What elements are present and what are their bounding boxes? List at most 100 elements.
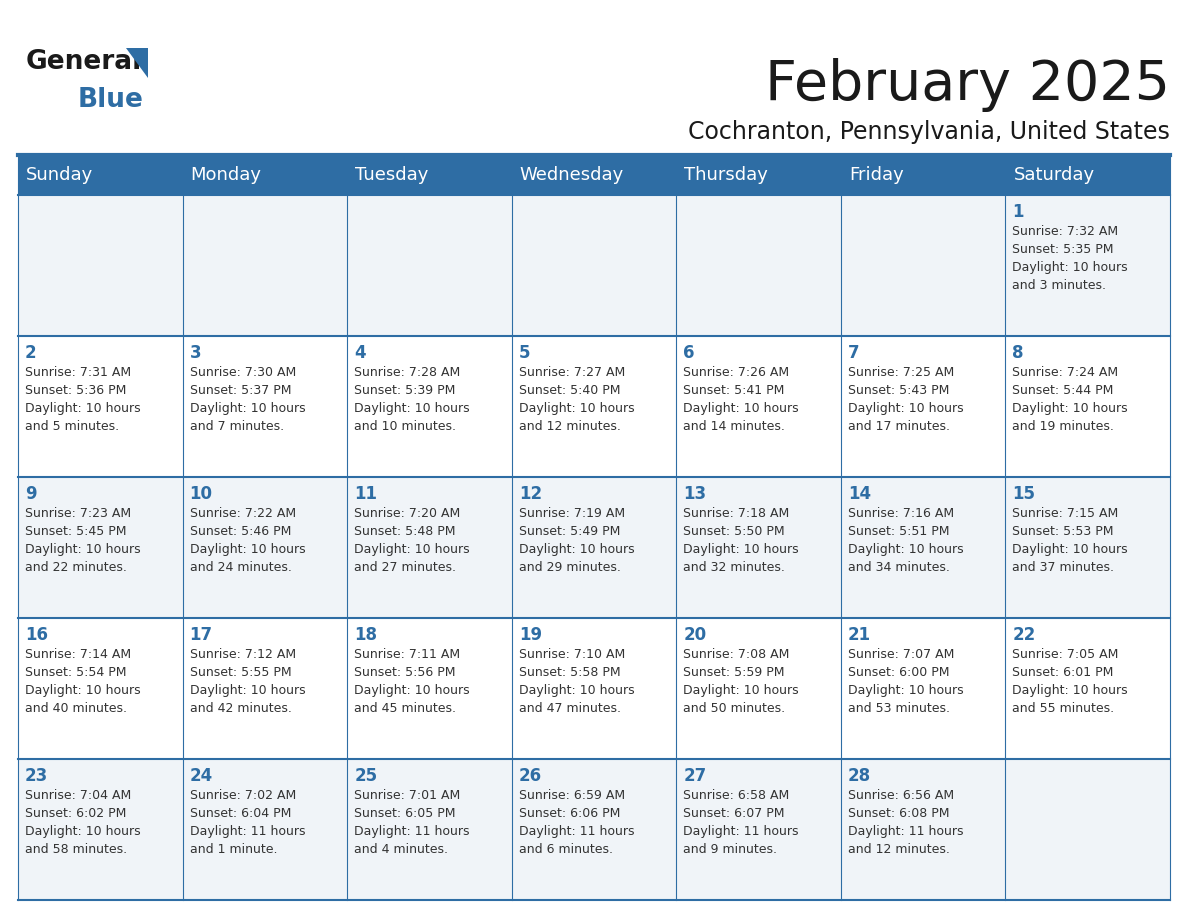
Text: Wednesday: Wednesday xyxy=(519,166,624,184)
Text: Daylight: 10 hours: Daylight: 10 hours xyxy=(848,543,963,556)
Text: Sunset: 5:50 PM: Sunset: 5:50 PM xyxy=(683,525,785,538)
Text: Tuesday: Tuesday xyxy=(355,166,429,184)
Text: 12: 12 xyxy=(519,485,542,503)
Text: Daylight: 10 hours: Daylight: 10 hours xyxy=(683,543,798,556)
Text: 10: 10 xyxy=(190,485,213,503)
Text: 15: 15 xyxy=(1012,485,1036,503)
Bar xyxy=(676,336,841,477)
Text: Sunset: 6:08 PM: Sunset: 6:08 PM xyxy=(848,807,949,820)
Text: Sunrise: 6:59 AM: Sunrise: 6:59 AM xyxy=(519,789,625,802)
Text: Sunrise: 7:22 AM: Sunrise: 7:22 AM xyxy=(190,507,296,520)
Text: Daylight: 10 hours: Daylight: 10 hours xyxy=(190,402,305,415)
Text: 16: 16 xyxy=(25,626,48,644)
Text: Daylight: 10 hours: Daylight: 10 hours xyxy=(1012,543,1129,556)
Text: Daylight: 11 hours: Daylight: 11 hours xyxy=(354,825,469,838)
Text: 28: 28 xyxy=(848,767,871,785)
Text: Daylight: 10 hours: Daylight: 10 hours xyxy=(25,825,140,838)
Text: Daylight: 10 hours: Daylight: 10 hours xyxy=(683,684,798,697)
Text: and 22 minutes.: and 22 minutes. xyxy=(25,561,127,574)
Text: Daylight: 10 hours: Daylight: 10 hours xyxy=(25,684,140,697)
Bar xyxy=(1005,336,1170,477)
Text: and 45 minutes.: and 45 minutes. xyxy=(354,702,456,715)
Text: and 19 minutes.: and 19 minutes. xyxy=(1012,420,1114,433)
Text: Sunrise: 7:26 AM: Sunrise: 7:26 AM xyxy=(683,366,789,379)
Bar xyxy=(512,618,676,759)
Text: Sunset: 5:48 PM: Sunset: 5:48 PM xyxy=(354,525,456,538)
Text: 27: 27 xyxy=(683,767,707,785)
Text: 9: 9 xyxy=(25,485,37,503)
Text: Daylight: 10 hours: Daylight: 10 hours xyxy=(519,543,634,556)
Text: Sunrise: 7:12 AM: Sunrise: 7:12 AM xyxy=(190,648,296,661)
Bar xyxy=(18,477,183,618)
Text: Sunrise: 7:01 AM: Sunrise: 7:01 AM xyxy=(354,789,461,802)
Text: Sunset: 5:41 PM: Sunset: 5:41 PM xyxy=(683,384,784,397)
Text: 23: 23 xyxy=(25,767,49,785)
Text: Thursday: Thursday xyxy=(684,166,769,184)
Text: Sunset: 5:40 PM: Sunset: 5:40 PM xyxy=(519,384,620,397)
Text: and 32 minutes.: and 32 minutes. xyxy=(683,561,785,574)
Bar xyxy=(347,618,512,759)
Text: Sunset: 5:36 PM: Sunset: 5:36 PM xyxy=(25,384,126,397)
Text: Sunrise: 7:25 AM: Sunrise: 7:25 AM xyxy=(848,366,954,379)
Bar xyxy=(676,195,841,336)
Text: Daylight: 10 hours: Daylight: 10 hours xyxy=(1012,402,1129,415)
Bar xyxy=(512,336,676,477)
Text: and 3 minutes.: and 3 minutes. xyxy=(1012,279,1106,292)
Text: Sunrise: 7:19 AM: Sunrise: 7:19 AM xyxy=(519,507,625,520)
Bar xyxy=(183,477,347,618)
Bar xyxy=(18,195,183,336)
Bar xyxy=(1005,155,1170,195)
Text: Cochranton, Pennsylvania, United States: Cochranton, Pennsylvania, United States xyxy=(688,120,1170,144)
Text: Sunset: 5:45 PM: Sunset: 5:45 PM xyxy=(25,525,126,538)
Text: Sunset: 5:49 PM: Sunset: 5:49 PM xyxy=(519,525,620,538)
Text: Sunrise: 7:02 AM: Sunrise: 7:02 AM xyxy=(190,789,296,802)
Bar xyxy=(1005,618,1170,759)
Text: Sunrise: 7:24 AM: Sunrise: 7:24 AM xyxy=(1012,366,1119,379)
Text: and 4 minutes.: and 4 minutes. xyxy=(354,843,448,856)
Text: February 2025: February 2025 xyxy=(765,58,1170,112)
Text: and 34 minutes.: and 34 minutes. xyxy=(848,561,949,574)
Text: 11: 11 xyxy=(354,485,377,503)
Bar xyxy=(1005,195,1170,336)
Text: 6: 6 xyxy=(683,344,695,362)
Text: Sunrise: 7:11 AM: Sunrise: 7:11 AM xyxy=(354,648,460,661)
Text: Sunrise: 6:58 AM: Sunrise: 6:58 AM xyxy=(683,789,790,802)
Text: Sunset: 5:54 PM: Sunset: 5:54 PM xyxy=(25,666,126,679)
Text: and 37 minutes.: and 37 minutes. xyxy=(1012,561,1114,574)
Bar xyxy=(512,477,676,618)
Text: 4: 4 xyxy=(354,344,366,362)
Text: Sunrise: 7:28 AM: Sunrise: 7:28 AM xyxy=(354,366,461,379)
Text: 1: 1 xyxy=(1012,203,1024,221)
Text: 2: 2 xyxy=(25,344,37,362)
Text: Monday: Monday xyxy=(190,166,261,184)
Text: Daylight: 11 hours: Daylight: 11 hours xyxy=(519,825,634,838)
Text: 24: 24 xyxy=(190,767,213,785)
Text: Sunset: 5:58 PM: Sunset: 5:58 PM xyxy=(519,666,620,679)
Bar xyxy=(512,155,676,195)
Text: Sunrise: 7:10 AM: Sunrise: 7:10 AM xyxy=(519,648,625,661)
Text: and 58 minutes.: and 58 minutes. xyxy=(25,843,127,856)
Polygon shape xyxy=(126,48,148,78)
Text: and 7 minutes.: and 7 minutes. xyxy=(190,420,284,433)
Text: and 12 minutes.: and 12 minutes. xyxy=(519,420,620,433)
Text: and 55 minutes.: and 55 minutes. xyxy=(1012,702,1114,715)
Text: Sunset: 5:35 PM: Sunset: 5:35 PM xyxy=(1012,243,1114,256)
Bar xyxy=(841,477,1005,618)
Text: and 53 minutes.: and 53 minutes. xyxy=(848,702,950,715)
Bar xyxy=(347,336,512,477)
Text: Daylight: 10 hours: Daylight: 10 hours xyxy=(354,402,469,415)
Text: Daylight: 10 hours: Daylight: 10 hours xyxy=(25,543,140,556)
Bar xyxy=(183,336,347,477)
Text: Sunrise: 7:07 AM: Sunrise: 7:07 AM xyxy=(848,648,954,661)
Text: Sunset: 5:51 PM: Sunset: 5:51 PM xyxy=(848,525,949,538)
Text: Daylight: 10 hours: Daylight: 10 hours xyxy=(1012,261,1129,274)
Text: Sunrise: 7:08 AM: Sunrise: 7:08 AM xyxy=(683,648,790,661)
Text: and 29 minutes.: and 29 minutes. xyxy=(519,561,620,574)
Text: Daylight: 10 hours: Daylight: 10 hours xyxy=(848,402,963,415)
Text: and 50 minutes.: and 50 minutes. xyxy=(683,702,785,715)
Bar xyxy=(18,336,183,477)
Text: 21: 21 xyxy=(848,626,871,644)
Bar xyxy=(183,759,347,900)
Text: Sunset: 5:46 PM: Sunset: 5:46 PM xyxy=(190,525,291,538)
Text: and 12 minutes.: and 12 minutes. xyxy=(848,843,949,856)
